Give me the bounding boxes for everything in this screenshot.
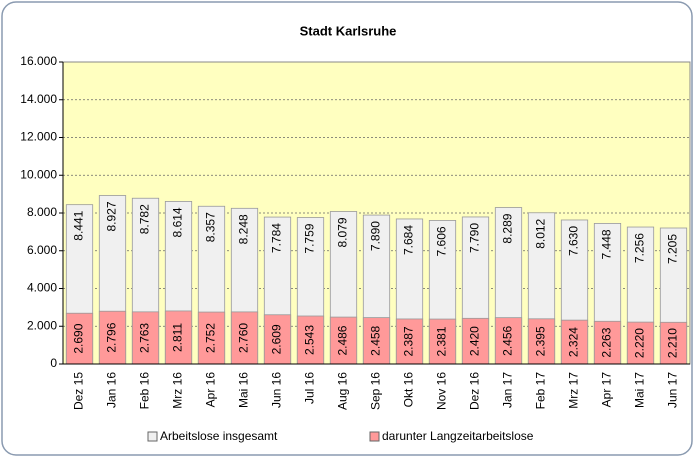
x-tick-label: Sep 16 (369, 372, 383, 410)
x-tick-label: Apr 17 (600, 372, 614, 408)
value-label: 2.420 (468, 326, 482, 356)
bar (362, 317, 391, 365)
bar (626, 321, 655, 365)
value-label: 7.790 (468, 223, 482, 253)
value-label: 8.441 (72, 210, 86, 240)
value-label: 2.458 (369, 325, 383, 355)
value-label: 8.248 (237, 214, 251, 244)
x-tick-label: Dez 16 (468, 372, 482, 410)
value-label: 7.890 (369, 221, 383, 251)
x-tick-label: Jan 17 (501, 372, 515, 408)
x-tick-label: Mai 17 (633, 372, 647, 408)
x-tick-label: Nov 16 (435, 372, 449, 410)
x-tick-label: Jun 17 (666, 372, 680, 408)
value-label: 8.012 (534, 218, 548, 248)
value-label: 7.205 (666, 234, 680, 264)
bar (428, 318, 457, 365)
value-label: 8.927 (105, 201, 119, 231)
x-tick-label: Apr 16 (204, 372, 218, 408)
x-tick-label: Mrz 17 (567, 372, 581, 409)
legend-label: darunter Langzeitarbeitslose (382, 429, 534, 443)
value-label: 2.324 (567, 327, 581, 357)
bar (65, 312, 94, 365)
x-tick-label: Aug 16 (336, 372, 350, 410)
value-label: 7.630 (567, 226, 581, 256)
legend-swatch (147, 431, 158, 442)
x-tick-label: Mrz 16 (171, 372, 185, 409)
x-tick-label: Jan 16 (105, 372, 119, 408)
y-tick-label: 16.000 (20, 54, 57, 68)
value-label: 2.543 (303, 325, 317, 355)
value-label: 7.606 (435, 226, 449, 256)
value-label: 8.782 (138, 204, 152, 234)
bar (461, 317, 490, 365)
y-tick-label: 6.000 (27, 243, 57, 257)
chart-title: Stadt Karlsruhe (300, 23, 397, 38)
x-tick-label: Jun 16 (270, 372, 284, 408)
value-label: 2.796 (105, 322, 119, 352)
value-label: 7.256 (633, 233, 647, 263)
bar (98, 310, 127, 365)
value-label: 2.763 (138, 323, 152, 353)
x-tick-label: Feb 17 (534, 372, 548, 410)
value-label: 7.784 (270, 223, 284, 253)
y-tick-label: 2.000 (27, 318, 57, 332)
bar (164, 310, 193, 365)
value-label: 2.609 (270, 324, 284, 354)
bar (329, 316, 358, 365)
x-tick-label: Mai 16 (237, 372, 251, 408)
x-tick-label: Feb 16 (138, 372, 152, 410)
value-label: 2.395 (534, 326, 548, 356)
value-label: 2.486 (336, 325, 350, 355)
legend-label: Arbeitslose insgesamt (160, 429, 278, 443)
y-tick-label: 14.000 (20, 92, 57, 106)
value-label: 2.381 (435, 326, 449, 356)
value-label: 8.289 (501, 213, 515, 243)
y-tick-label: 10.000 (20, 167, 57, 181)
value-label: 7.448 (600, 229, 614, 259)
bar (263, 314, 292, 365)
value-label: 2.752 (204, 323, 218, 353)
x-tick-label: Dez 15 (72, 372, 86, 410)
bar (560, 319, 589, 365)
value-label: 8.614 (171, 207, 185, 237)
y-tick-label: 8.000 (27, 205, 57, 219)
value-label: 2.456 (501, 325, 515, 355)
value-label: 7.759 (303, 223, 317, 253)
x-tick-label: Jul 16 (303, 372, 317, 404)
value-label: 2.690 (72, 323, 86, 353)
value-label: 2.210 (666, 328, 680, 358)
bar (395, 318, 424, 365)
value-label: 7.684 (402, 225, 416, 255)
value-label: 2.811 (171, 323, 185, 352)
value-label: 2.387 (402, 326, 416, 356)
value-label: 2.220 (633, 328, 647, 358)
y-tick-label: 12.000 (20, 130, 57, 144)
value-label: 8.079 (336, 217, 350, 247)
legend-swatch (369, 431, 380, 442)
value-label: 2.263 (600, 327, 614, 357)
y-tick-label: 4.000 (27, 281, 57, 295)
bar (230, 311, 259, 365)
value-label: 8.357 (204, 212, 218, 242)
bar (296, 315, 325, 365)
value-label: 2.760 (237, 323, 251, 353)
bar (527, 318, 556, 365)
y-tick-label: 0 (50, 356, 57, 370)
x-tick-label: Okt 16 (402, 372, 416, 408)
